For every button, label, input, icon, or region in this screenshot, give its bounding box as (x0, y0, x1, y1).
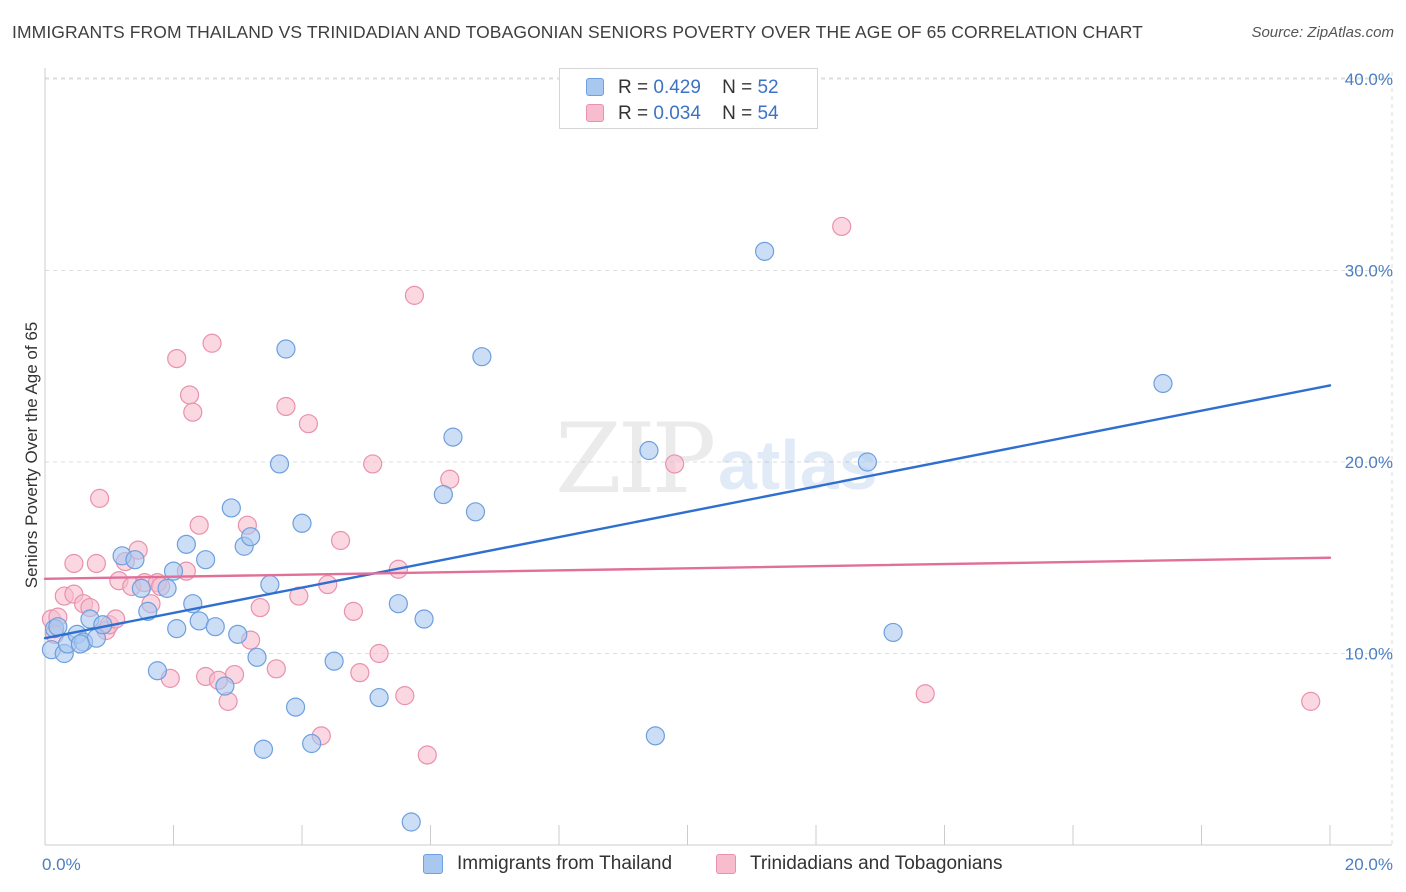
thailand-point (247, 647, 267, 667)
thailand-point (276, 339, 296, 359)
trinidad-trend-line (43, 556, 1332, 581)
legend-label-thailand: Immigrants from Thailand (457, 853, 673, 874)
thailand-point (401, 812, 421, 832)
thailand-point (241, 527, 261, 547)
axes (44, 68, 1392, 846)
thailand-point (324, 651, 344, 671)
trinidad-point (298, 414, 319, 434)
trinidad-point (183, 402, 203, 422)
thailand-point (857, 452, 878, 472)
x-tick-label: 20.0% (1345, 855, 1393, 874)
trinidad-point (417, 745, 437, 765)
thailand-point (205, 617, 225, 637)
trinidad-swatch (716, 854, 736, 874)
trinidad-point (266, 659, 286, 679)
thailand-swatch (423, 854, 443, 874)
watermark-atlas: atlas (718, 426, 878, 504)
thailand-point (433, 484, 453, 505)
thailand-point (645, 726, 665, 746)
legend-n-label: N = (722, 77, 753, 98)
thailand-point (167, 619, 187, 639)
thailand-point (302, 733, 322, 754)
trinidad-point (350, 663, 370, 683)
legend-r-value: 0.429 (653, 77, 701, 98)
legend-r-label: R = (618, 77, 649, 98)
chart-title: IMMIGRANTS FROM THAILAND VS TRINIDADIAN … (12, 22, 1143, 42)
trinidad-point (189, 515, 209, 535)
trend-lines (43, 384, 1332, 640)
trinidad-point (179, 385, 200, 405)
trinidad-point (832, 216, 852, 237)
data-points (41, 216, 1321, 832)
trinidad-point (250, 597, 270, 618)
trinidad-point (86, 553, 107, 574)
thailand-point (472, 347, 492, 367)
watermark: ZIP atlas (555, 403, 878, 515)
thailand-point (253, 739, 274, 759)
thailand-point (369, 687, 389, 708)
trinidad-point (369, 643, 389, 664)
series-legend: Immigrants from Thailand Trinidadians an… (0, 850, 1406, 878)
thailand-point (70, 634, 90, 654)
thailand-point (465, 502, 486, 522)
thailand-point (639, 440, 659, 461)
thailand-swatch (586, 78, 604, 96)
source-label: Source: ZipAtlas.com (1251, 24, 1394, 41)
watermark-zip: ZIP (555, 403, 714, 515)
trinidad-point (64, 553, 84, 574)
trinidad-point (404, 285, 425, 305)
thailand-point (196, 550, 216, 570)
thailand-point (292, 513, 312, 533)
grid-lines (45, 72, 1393, 845)
thailand-point (260, 574, 280, 595)
tick-labels: 10.0% 20.0% 30.0% 40.0% 0.0% 20.0% (42, 70, 1393, 874)
thailand-point (228, 624, 248, 644)
thailand-point (176, 534, 196, 554)
y-tick-label: 30.0% (1345, 262, 1393, 281)
thailand-point (269, 454, 290, 474)
trinidad-point (167, 348, 187, 369)
trinidad-swatch (586, 104, 604, 122)
trinidad-point (276, 396, 296, 417)
trinidad-point (395, 686, 415, 706)
trinidad-point (915, 684, 935, 704)
y-axis-label: Seniors Poverty Over the Age of 65 (22, 322, 41, 588)
legend-n-value: 54 (757, 103, 779, 124)
thailand-point (48, 617, 68, 637)
trinidad-point (343, 601, 363, 621)
y-tick-label: 40.0% (1345, 70, 1393, 89)
thailand-point (157, 578, 177, 598)
thailand-point (414, 609, 434, 629)
x-tick-label: 0.0% (42, 855, 81, 874)
thailand-trend-line (43, 384, 1332, 640)
thailand-point (221, 498, 241, 518)
legend-n-label: N = (722, 103, 753, 124)
stats-legend: R = 0.429 N = 52 R = 0.034 N = 54 (559, 68, 818, 129)
y-tick-label: 20.0% (1345, 453, 1393, 472)
thailand-point (754, 241, 775, 261)
thailand-point (125, 550, 145, 570)
thailand-point (388, 594, 408, 614)
thailand-point (189, 611, 209, 631)
thailand-point (883, 622, 903, 643)
trinidad-point (202, 333, 222, 353)
trinidad-point (665, 454, 685, 474)
thailand-point (131, 578, 151, 598)
legend-label-trinidad: Trinidadians and Tobagonians (750, 853, 1003, 874)
y-tick-label: 10.0% (1345, 645, 1393, 664)
legend-r-value: 0.034 (653, 103, 701, 124)
trinidad-point (90, 488, 110, 508)
thailand-point (1153, 373, 1173, 394)
thailand-point (147, 661, 168, 681)
trinidad-point (1301, 691, 1321, 711)
trinidad-point (363, 454, 383, 474)
thailand-point (285, 697, 306, 717)
legend-n-value: 52 (757, 77, 779, 98)
thailand-point (215, 676, 235, 696)
thailand-point (443, 427, 463, 447)
legend-r-label: R = (618, 103, 649, 124)
trinidad-point (330, 530, 351, 551)
